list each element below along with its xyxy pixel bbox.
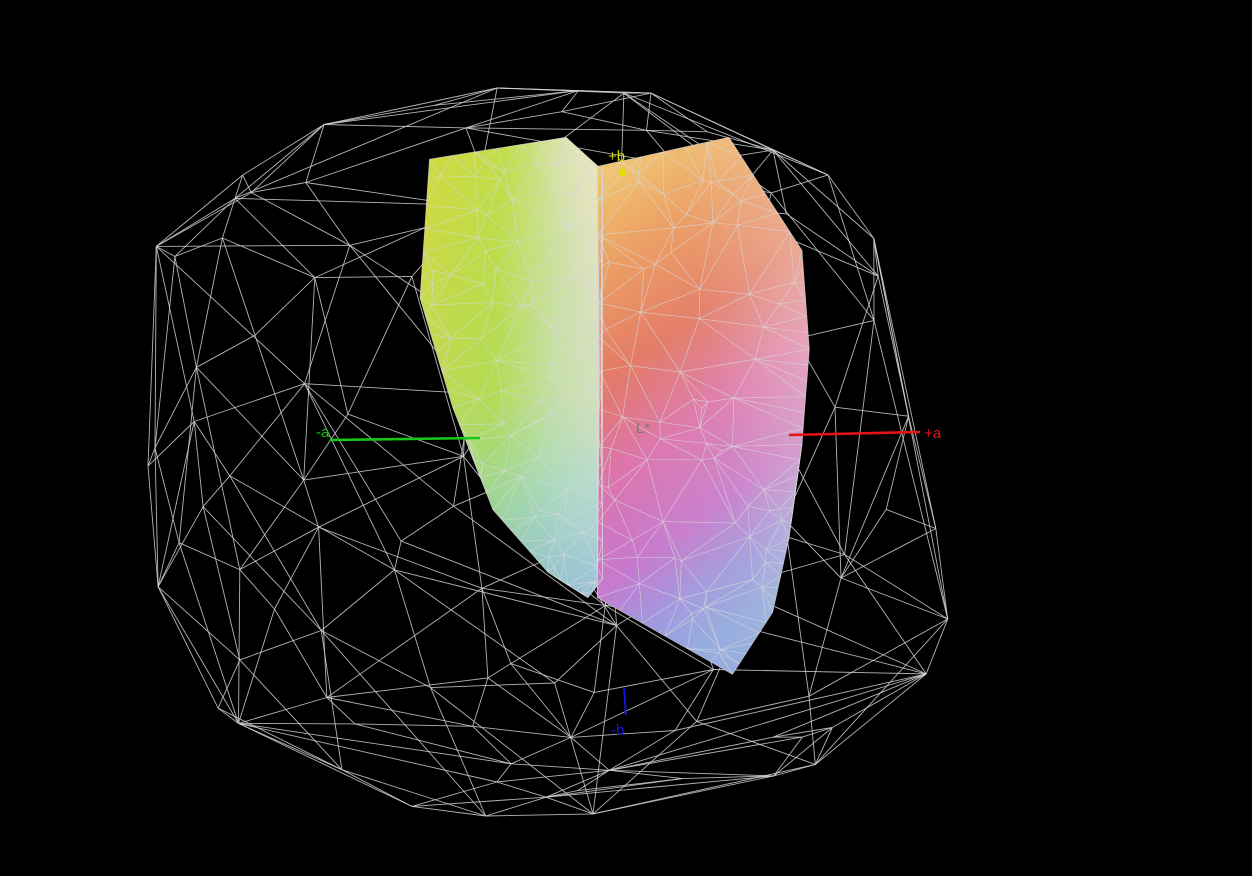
svg-text:+a: +a <box>924 425 942 442</box>
svg-text:+b: +b <box>608 148 625 165</box>
svg-text:L*: L* <box>636 420 650 437</box>
svg-text:-b: -b <box>611 722 624 739</box>
svg-text:-a: -a <box>316 424 330 441</box>
